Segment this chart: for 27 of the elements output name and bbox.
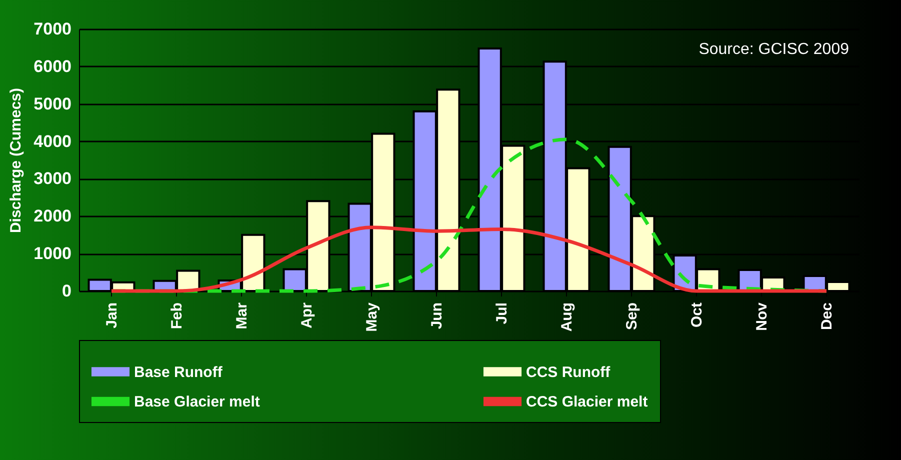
x-tick-label: Jan bbox=[104, 302, 120, 328]
legend-label: Base Runoff bbox=[134, 364, 224, 381]
x-tick-label: Mar bbox=[234, 302, 250, 330]
x-tick-label: Aug bbox=[558, 302, 576, 332]
x-tick-label: Jun bbox=[428, 302, 446, 330]
line-series bbox=[110, 226, 828, 293]
x-tick-label: Oct bbox=[688, 302, 706, 328]
x-tick-label: Feb bbox=[168, 302, 186, 330]
legend-label: Base Glacier melt bbox=[134, 394, 260, 410]
x-tick-label: Dec bbox=[818, 302, 836, 330]
y-tick-label: 2000 bbox=[34, 206, 72, 226]
y-tick-label: 3000 bbox=[34, 169, 72, 188]
x-tick-label: Apr bbox=[298, 302, 316, 328]
x-tick-label: Sep bbox=[624, 302, 640, 330]
y-tick-label: 4000 bbox=[34, 132, 72, 151]
x-tick-label: Jul bbox=[494, 302, 510, 324]
y-tick-label: 1000 bbox=[34, 244, 72, 264]
y-tick-label: 5000 bbox=[34, 94, 72, 114]
legend-label: CCS Glacier melt bbox=[526, 394, 648, 410]
y-tick-label: 7000 bbox=[34, 20, 72, 38]
legend-label: CCS Runoff bbox=[526, 364, 612, 381]
annotation: Source: GCISC 2009 bbox=[698, 41, 850, 58]
y-tick-label: 0 bbox=[62, 282, 72, 300]
x-tick-label: Nov bbox=[754, 302, 770, 331]
x-tick-label: May bbox=[364, 302, 380, 332]
y-axis-title: Discharge (Cumecs) bbox=[8, 88, 25, 234]
y-tick-label: 6000 bbox=[34, 56, 72, 76]
